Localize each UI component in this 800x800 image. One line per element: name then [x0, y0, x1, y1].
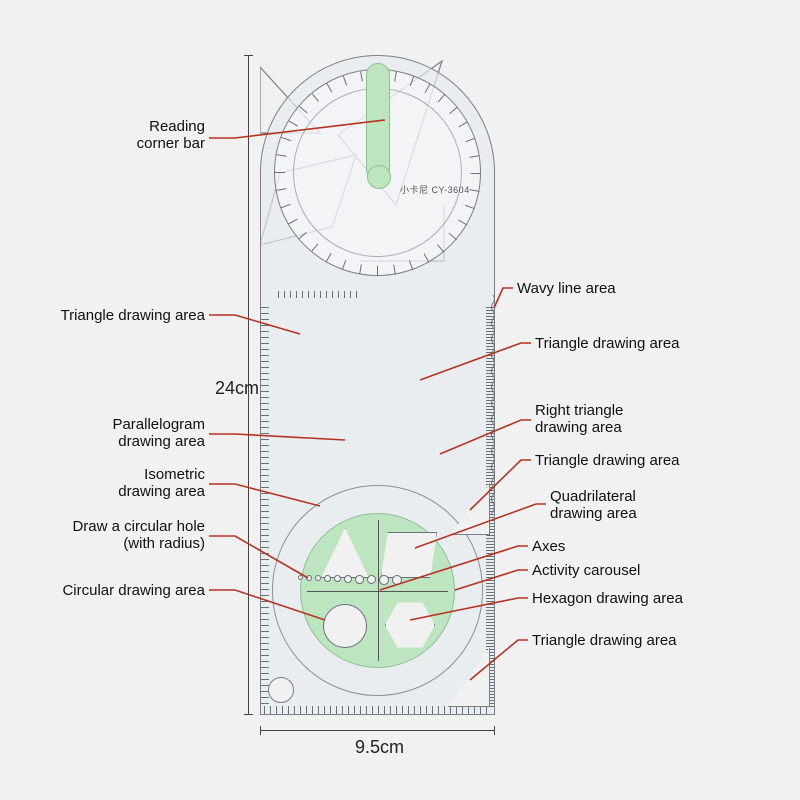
annotation-quad: Quadrilateraldrawing area [550, 488, 637, 523]
annotation-carousel: Activity carousel [532, 562, 640, 579]
angle-indicator-arm [366, 63, 390, 181]
corner-hang-hole [268, 677, 294, 703]
annotation-tri_right2: Triangle drawing area [535, 452, 680, 469]
activity-carousel-disc [300, 513, 455, 668]
ruler-ticks-inner [278, 291, 362, 298]
model-label: 小卡尼 CY-3604 [400, 183, 470, 196]
ruler-ticks-bottom [264, 706, 491, 714]
disc-quadrilateral-cutout [381, 532, 437, 578]
annotation-isometric: Isometricdrawing area [118, 466, 205, 501]
axis-vertical [378, 520, 379, 661]
ruler-ticks-left [261, 307, 269, 707]
annotation-circular_area: Circular drawing area [62, 582, 205, 599]
annotation-parallelogram: Parallelogramdrawing area [112, 416, 205, 451]
annotation-tri_draw_left: Triangle drawing area [60, 307, 205, 324]
dimension-height-label: 24cm [215, 378, 259, 399]
angle-indicator-knob [367, 165, 391, 189]
annotation-reading_corner_bar: Readingcorner bar [137, 118, 205, 153]
annotation-right_tri: Right triangledrawing area [535, 402, 623, 437]
disc-hexagon-cutout [385, 600, 435, 650]
dimension-line-horizontal [260, 730, 495, 731]
annotation-wavy: Wavy line area [517, 280, 616, 297]
annotation-circ_hole: Draw a circular hole(with radius) [72, 518, 205, 553]
annotation-tri_right3: Triangle drawing area [532, 632, 677, 649]
disc-triangle-cutout [321, 528, 369, 578]
wavy-edge [491, 295, 496, 515]
disc-circle-cutout [323, 604, 367, 648]
annotation-hex: Hexagon drawing area [532, 590, 683, 607]
dimension-width-label: 9.5cm [355, 737, 404, 758]
annotation-tri_right1: Triangle drawing area [535, 335, 680, 352]
radius-hole-row [298, 575, 402, 585]
stage: 小卡尼 CY-3604 [0, 0, 800, 800]
multifunction-ruler: 小卡尼 CY-3604 [260, 55, 495, 715]
annotation-axes: Axes [532, 538, 565, 555]
